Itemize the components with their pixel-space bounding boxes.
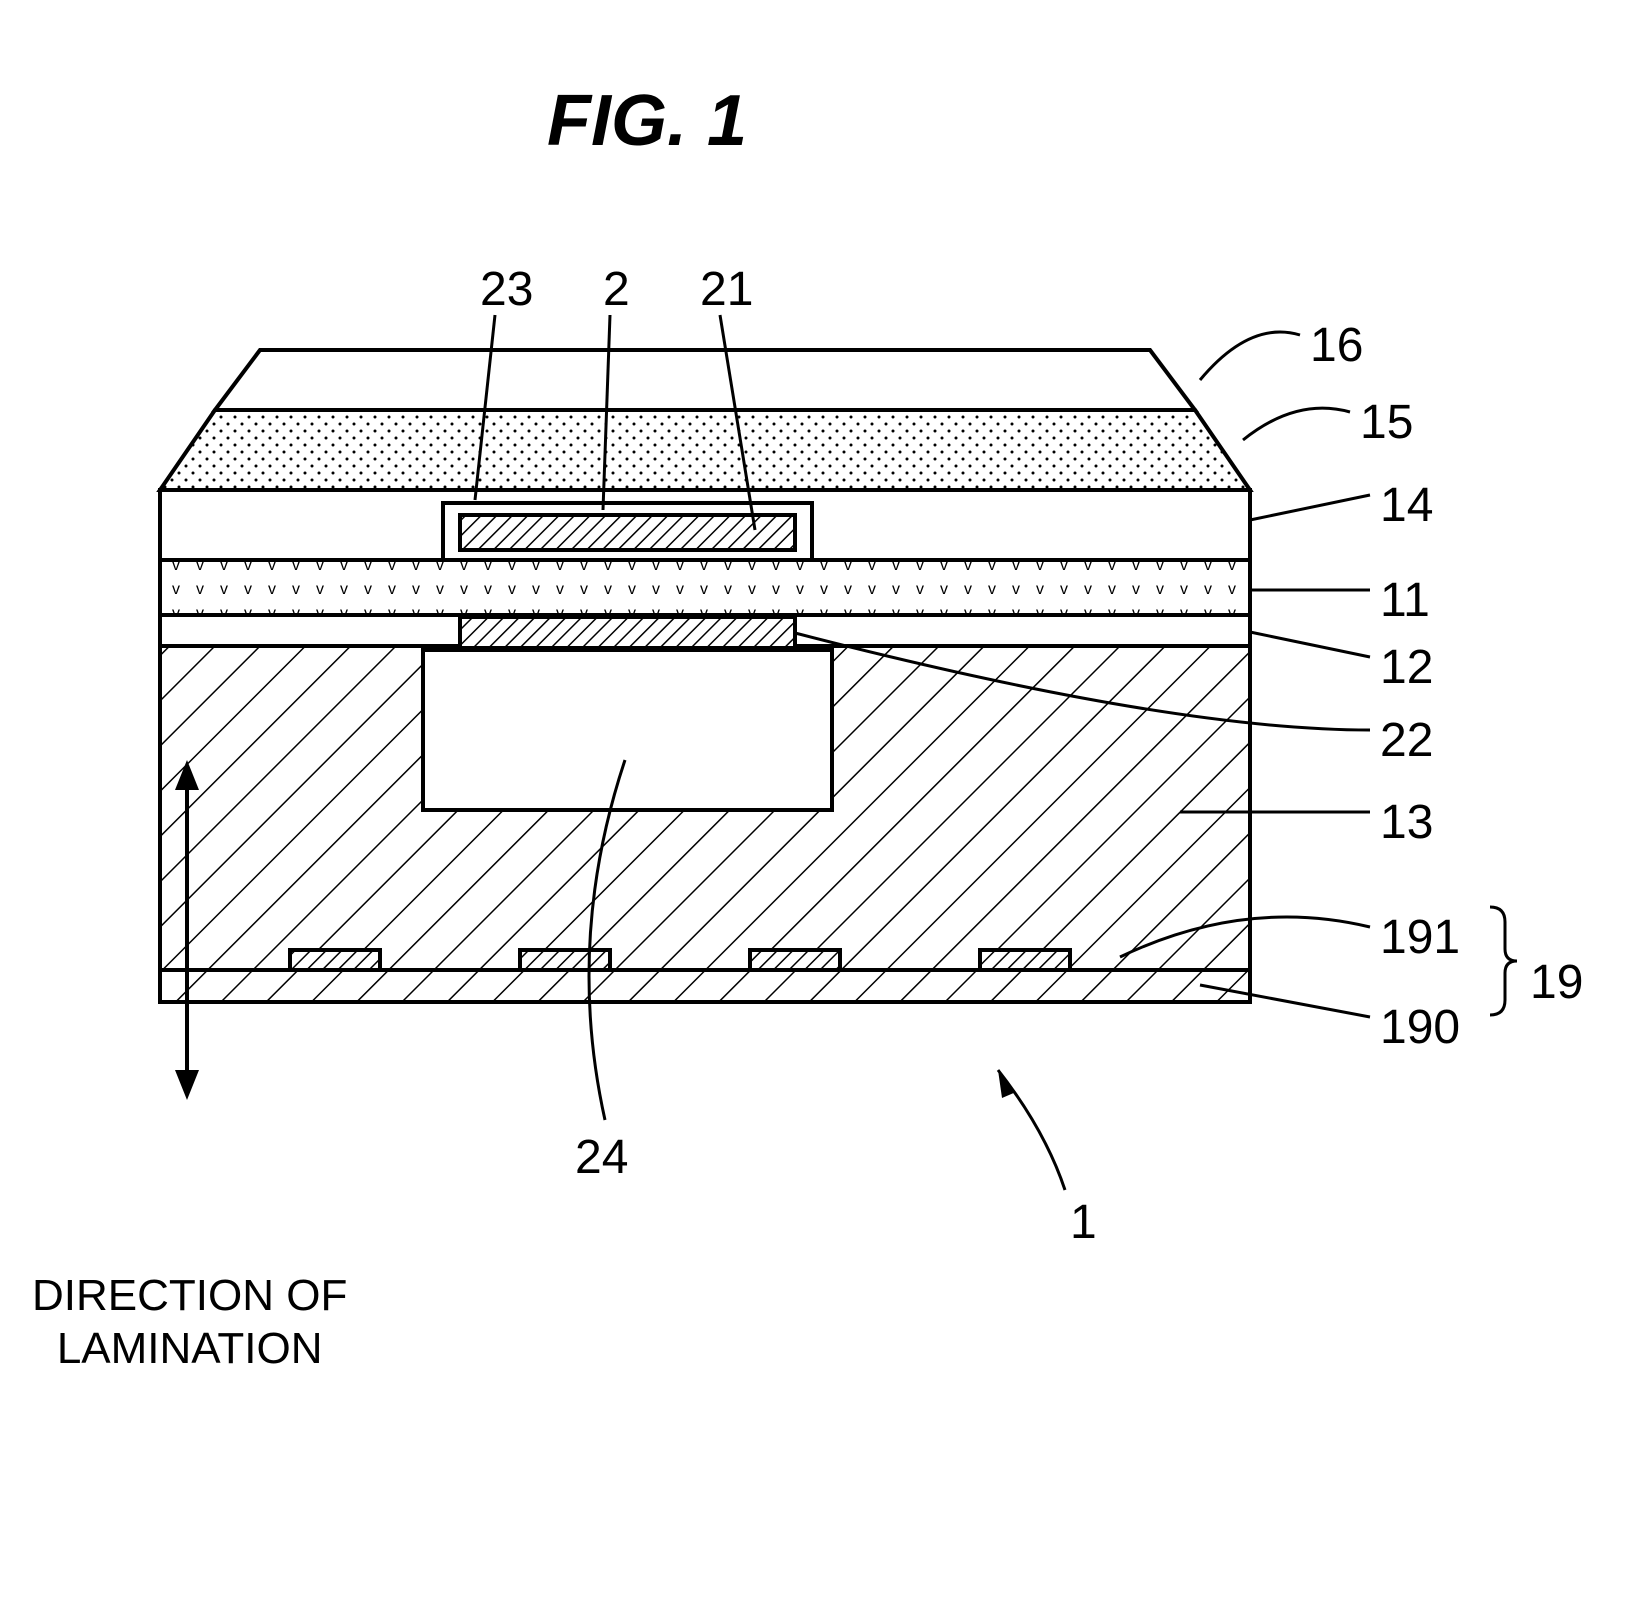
label-21: 21 xyxy=(700,262,753,317)
label-12: 12 xyxy=(1380,640,1433,695)
label-13: 13 xyxy=(1380,795,1433,850)
label-23: 23 xyxy=(480,262,533,317)
direction-line1: DIRECTION OF xyxy=(32,1271,347,1320)
direction-of-lamination-label: DIRECTION OF LAMINATION xyxy=(32,1270,347,1376)
label-2: 2 xyxy=(603,262,630,317)
label-14: 14 xyxy=(1380,478,1433,533)
label-16: 16 xyxy=(1310,318,1363,373)
figure-title: FIG. 1 xyxy=(547,80,747,162)
label-191: 191 xyxy=(1380,910,1460,965)
label-1: 1 xyxy=(1070,1195,1097,1250)
label-190: 190 xyxy=(1380,1000,1460,1055)
label-22: 22 xyxy=(1380,713,1433,768)
label-24: 24 xyxy=(575,1130,628,1185)
label-15: 15 xyxy=(1360,395,1413,450)
label-19: 19 xyxy=(1530,955,1583,1010)
label-11: 11 xyxy=(1380,573,1430,628)
direction-line2: LAMINATION xyxy=(57,1324,323,1373)
